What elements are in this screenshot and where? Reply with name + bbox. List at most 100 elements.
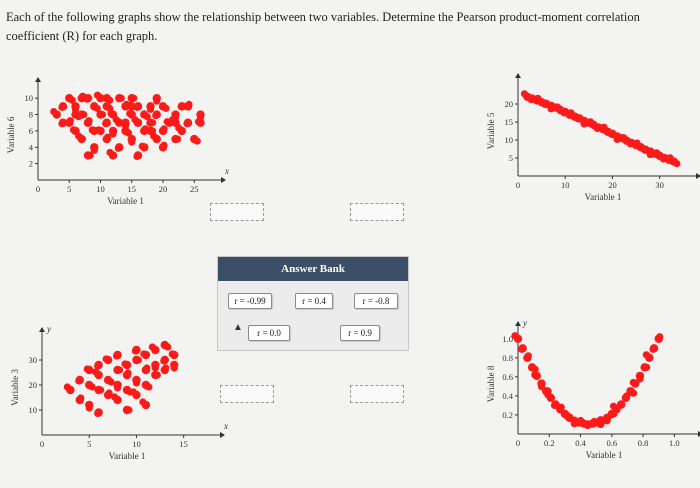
x-tick-label: 10 (561, 180, 570, 190)
x-tick-label: 5 (87, 439, 91, 449)
data-point (131, 347, 140, 355)
data-point (168, 350, 176, 358)
y-axis-arrow-icon (35, 77, 41, 82)
x-tick-label: 15 (128, 184, 137, 194)
answer-chip-r-0-0[interactable]: r = 0.0 (248, 325, 290, 341)
data-point (636, 375, 644, 383)
data-point (164, 343, 172, 351)
data-point (83, 365, 91, 373)
data-point (170, 364, 178, 372)
y-tick-label: 10 (25, 93, 34, 103)
answer-chip-r-neg-0-99[interactable]: r = -0.99 (228, 293, 272, 309)
x-tick-label: 25 (190, 184, 199, 194)
scatter-plot-4: 00.20.40.60.81.00.20.40.60.81.0xyVariabl… (480, 318, 700, 477)
data-point (114, 144, 122, 152)
data-point (88, 383, 96, 391)
x-tick-label: 20 (608, 180, 617, 190)
y-tick-label: 1.0 (502, 334, 513, 344)
data-point (93, 104, 101, 112)
data-point (121, 360, 129, 368)
x-axis-letter: x (224, 166, 229, 176)
data-point (130, 94, 138, 102)
scatter-plot-3: 0 5 10 15 10 20 30 x y Variable 1 Variable 3 (0, 324, 228, 475)
answer-dropzone-plot-3[interactable] (220, 385, 274, 403)
data-point (540, 99, 548, 107)
data-point (146, 105, 155, 113)
data-point (94, 362, 102, 370)
data-point (125, 406, 133, 414)
data-point (58, 103, 66, 111)
data-point (128, 138, 136, 146)
answer-dropzone-plot-4[interactable] (350, 385, 404, 403)
data-point (102, 120, 110, 128)
data-point (113, 384, 122, 392)
data-point (94, 409, 102, 418)
x-tick-label: 20 (159, 184, 168, 194)
y-tick-label: 8 (29, 110, 33, 120)
y-axis-label: Variable 8 (486, 365, 496, 402)
data-point (131, 116, 139, 124)
data-point (629, 378, 637, 387)
data-point (105, 389, 113, 397)
data-point (74, 112, 83, 121)
y-axis-letter: y (522, 318, 527, 328)
x-tick-label: 10 (132, 439, 141, 449)
y-tick-label: 10 (29, 405, 38, 415)
data-point (639, 145, 648, 153)
data-point (153, 371, 161, 379)
data-point (518, 345, 526, 353)
data-point (616, 401, 624, 410)
data-point (115, 366, 124, 374)
answer-chip-r-0-4[interactable]: r = 0.4 (295, 293, 333, 309)
data-point (124, 129, 133, 137)
x-tick-label: 0 (516, 180, 520, 190)
data-point (629, 389, 638, 397)
data-point (606, 129, 615, 137)
answer-dropzone-plot-2[interactable] (350, 203, 404, 221)
data-point (112, 352, 121, 360)
data-point (143, 112, 151, 121)
answer-chip-r-0-9[interactable]: r = 0.9 (340, 325, 380, 341)
data-point (63, 383, 71, 391)
x-tick-label: 5 (67, 184, 71, 194)
x-tick-label: 0.8 (638, 438, 649, 448)
y-axis-arrow-icon (39, 327, 45, 332)
data-point (586, 118, 595, 126)
x-axis-label: Variable 1 (585, 192, 622, 202)
data-point (653, 149, 661, 157)
x-axis-arrow-icon (221, 177, 226, 183)
data-point (121, 122, 130, 130)
data-point (151, 364, 159, 372)
data-point (180, 102, 188, 110)
data-point (148, 119, 157, 127)
answer-dropzone-plot-1[interactable] (210, 203, 264, 221)
x-tick-label: 30 (655, 180, 664, 190)
data-point (132, 379, 141, 387)
data-point (107, 109, 115, 118)
data-point (550, 401, 559, 410)
data-point (88, 126, 96, 134)
data-point (160, 357, 168, 365)
y-tick-label: 15 (505, 117, 514, 127)
data-point (79, 92, 87, 100)
data-point (557, 403, 565, 411)
data-point (183, 120, 191, 128)
data-point (94, 126, 103, 134)
data-point (573, 113, 581, 121)
data-point (564, 413, 572, 421)
data-point (193, 137, 201, 145)
data-point (110, 393, 119, 401)
question-text: Each of the following graphs show the re… (6, 10, 640, 43)
data-point (75, 377, 83, 385)
data-point (50, 107, 58, 116)
y-axis-arrow-icon (515, 321, 521, 326)
data-point (126, 109, 134, 118)
data-point (66, 117, 74, 125)
data-point (93, 91, 102, 99)
data-point (643, 363, 651, 371)
answer-chip-r-neg-0-8[interactable]: r = -0.8 (354, 293, 398, 309)
data-point (117, 94, 125, 102)
data-point (104, 133, 112, 141)
data-point (596, 416, 605, 424)
